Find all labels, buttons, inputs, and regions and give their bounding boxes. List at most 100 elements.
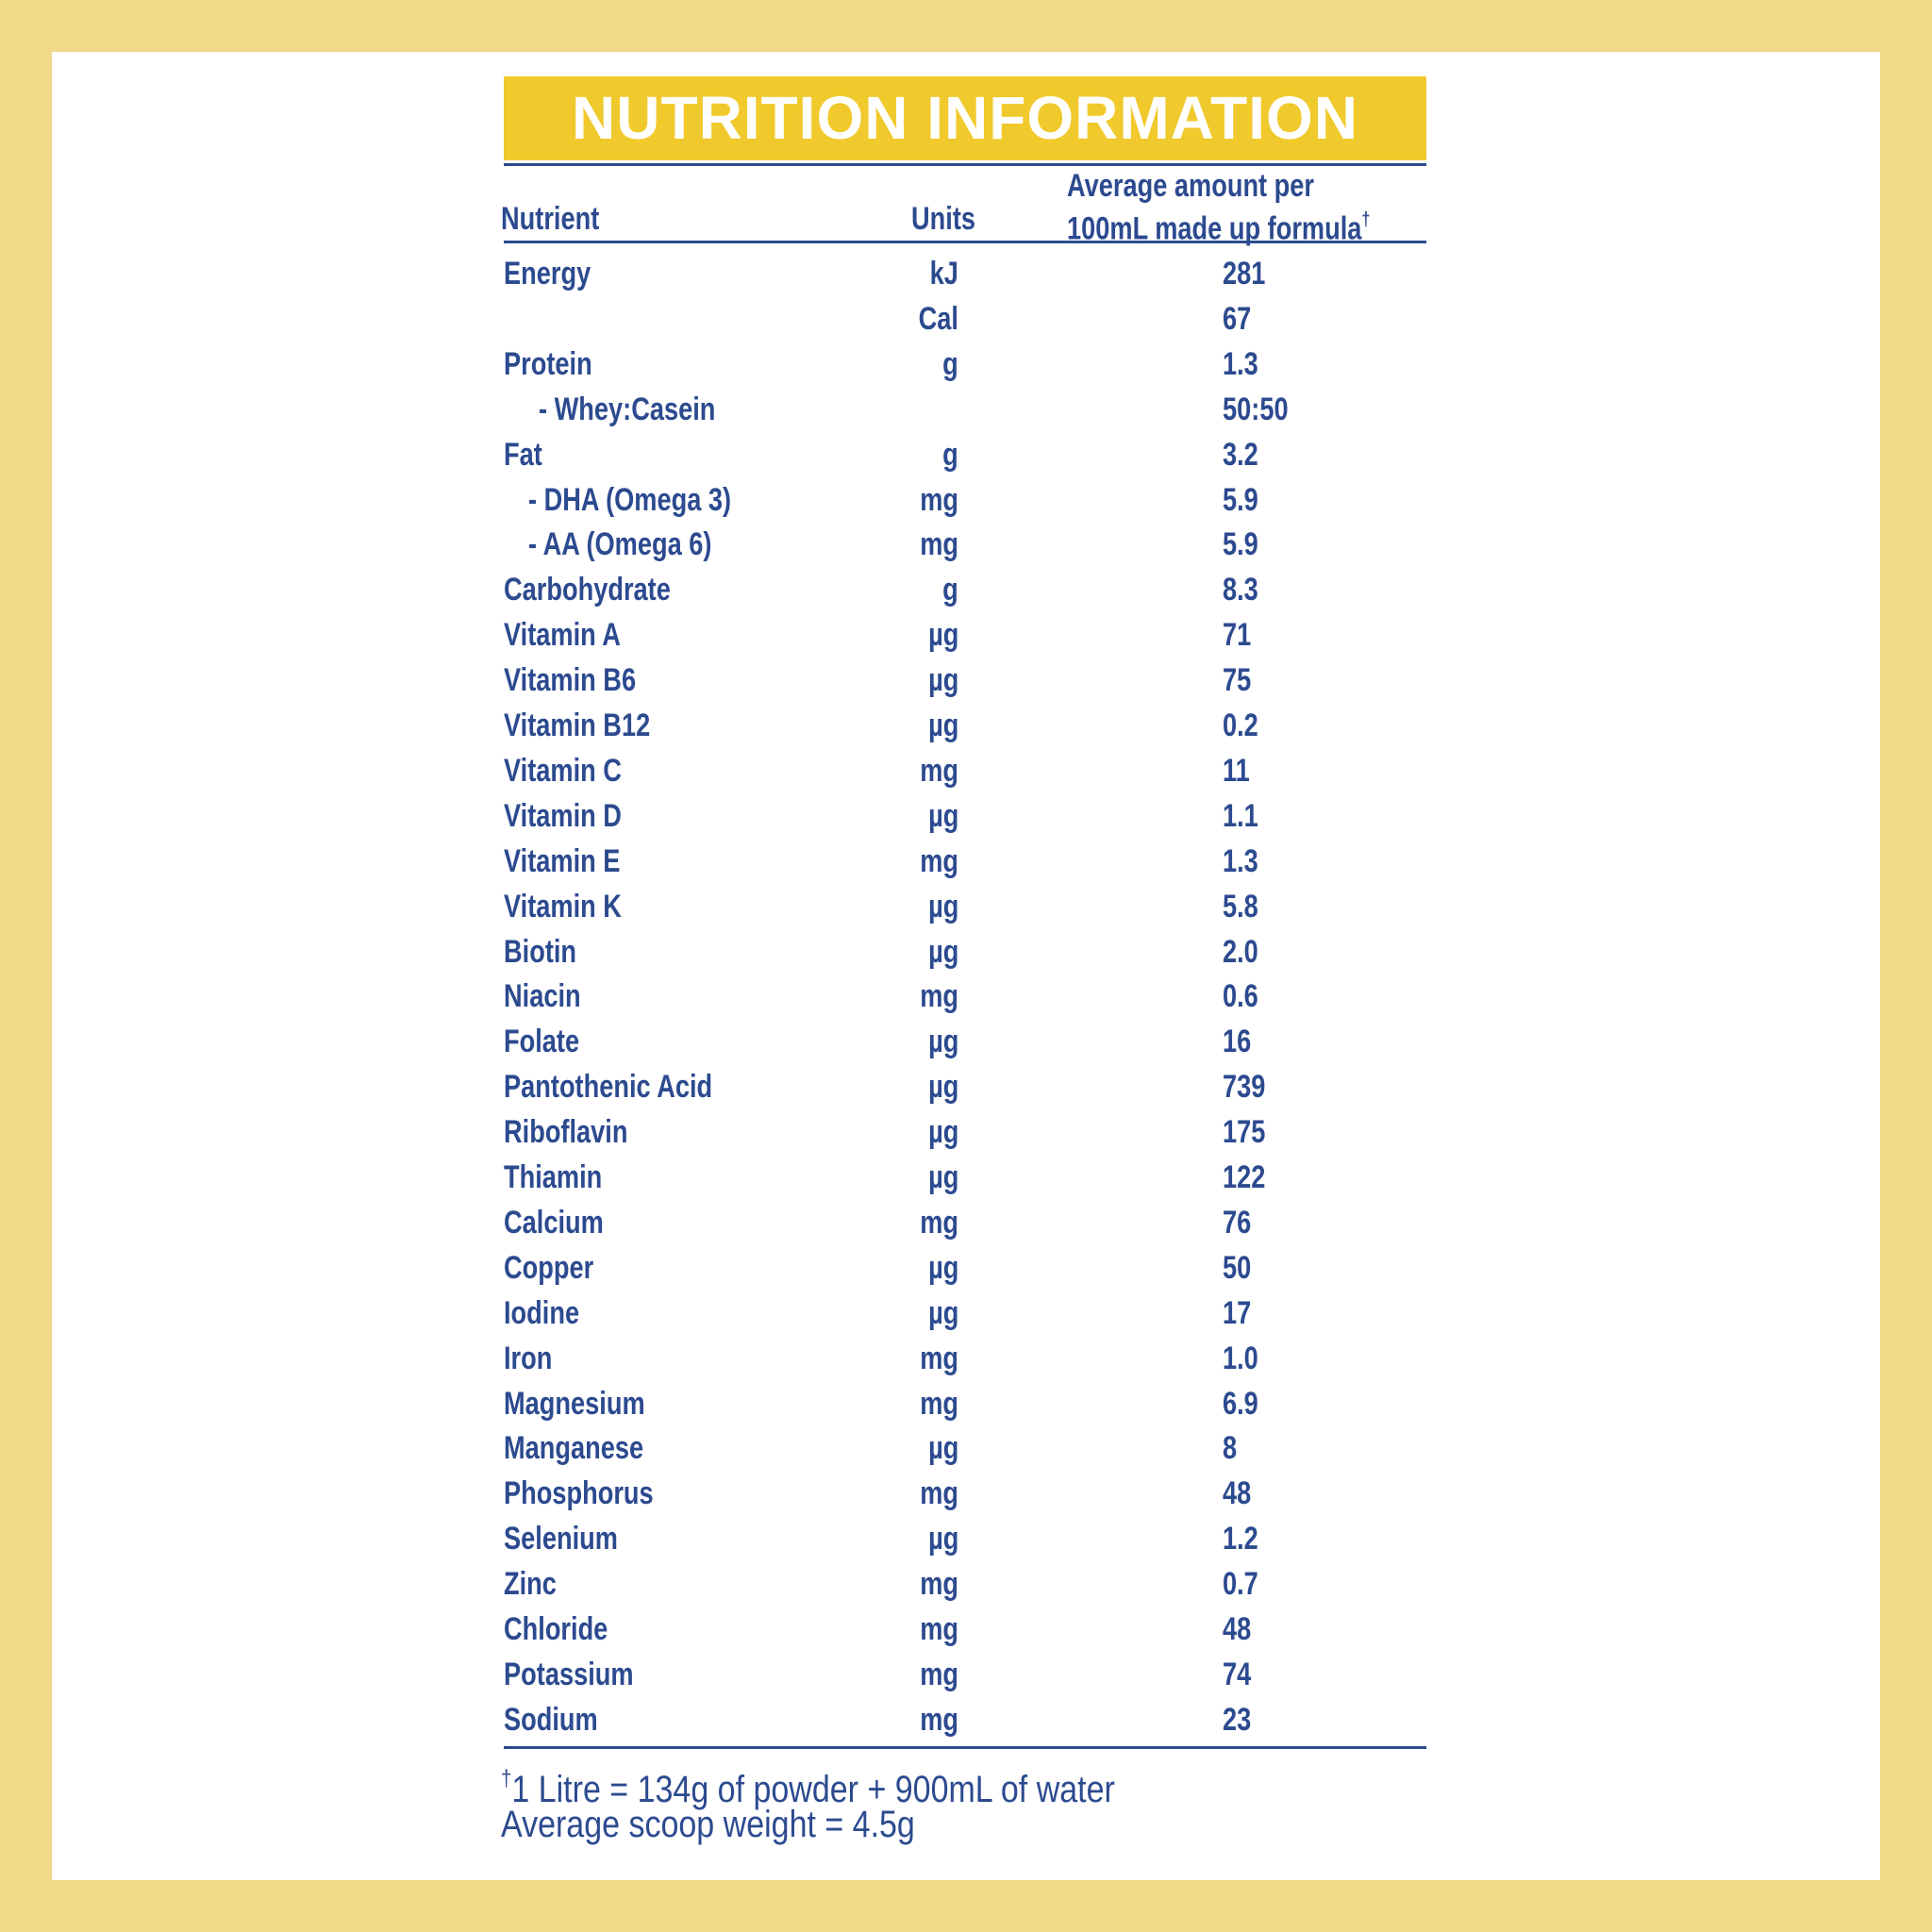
amount: 11: [1223, 752, 1250, 789]
unit: µg: [927, 1430, 958, 1467]
nutrient-name: - Whey:Casein: [539, 391, 716, 427]
amount: 6.9: [1223, 1385, 1258, 1422]
header-amount: Average amount per: [1067, 168, 1314, 204]
title-bar: NUTRITION INFORMATION: [504, 76, 1426, 160]
unit: µg: [927, 617, 958, 654]
header-units: Units: [911, 201, 975, 237]
amount: 50: [1223, 1249, 1252, 1286]
nutrient-name: Vitamin D: [504, 797, 622, 834]
unit: µg: [927, 797, 958, 834]
dagger: †: [1361, 209, 1371, 230]
amount: 3.2: [1223, 436, 1258, 473]
amount: 48: [1223, 1475, 1252, 1512]
unit: mg: [920, 481, 958, 518]
amount: 67: [1223, 300, 1252, 337]
nutrient-name: Potassium: [504, 1656, 634, 1692]
amount: 17: [1223, 1294, 1252, 1331]
title: NUTRITION INFORMATION: [572, 84, 1358, 152]
unit: µg: [927, 1521, 958, 1557]
nutrient-name: Zinc: [504, 1566, 557, 1603]
amount: 1.1: [1223, 797, 1258, 834]
amount: 175: [1223, 1114, 1266, 1151]
nutrient-name: Vitamin A: [504, 617, 621, 654]
nutrient-name: Fat: [504, 436, 542, 473]
unit: g: [942, 572, 958, 608]
unit: µg: [927, 662, 958, 699]
amount: 281: [1223, 256, 1266, 291]
nutrient-name: Pantothenic Acid: [504, 1069, 713, 1106]
unit: µg: [927, 1069, 958, 1106]
unit: mg: [920, 752, 958, 789]
nutrient-name: Selenium: [504, 1521, 618, 1557]
unit: µg: [927, 1024, 958, 1060]
amount: 0.6: [1223, 978, 1258, 1015]
nutrient-name: Manganese: [504, 1430, 644, 1467]
nutrient-name: Thiamin: [504, 1159, 603, 1195]
footnote: Average scoop weight = 4.5g: [501, 1804, 915, 1845]
nutrient-name: Vitamin K: [504, 888, 622, 924]
footnote-line: 1 Litre = 134g of powder + 900mL of wate…: [511, 1768, 1115, 1810]
unit: mg: [920, 1701, 958, 1738]
amount: 122: [1223, 1159, 1266, 1195]
amount: 1.3: [1223, 345, 1258, 382]
unit: g: [942, 345, 958, 382]
nutrient-name: Biotin: [504, 933, 577, 970]
nutrient-name: Vitamin B6: [504, 662, 637, 699]
amount: 75: [1223, 662, 1252, 699]
amount: 8.3: [1223, 572, 1258, 608]
dagger: †: [501, 1766, 512, 1791]
rule: [504, 241, 1426, 243]
nutrient-name: - AA (Omega 6): [528, 526, 712, 563]
amount: 50:50: [1223, 391, 1289, 427]
header-nutrient: Nutrient: [501, 201, 600, 237]
unit: mg: [920, 1385, 958, 1422]
unit: mg: [920, 1611, 958, 1647]
unit: µg: [927, 1114, 958, 1151]
amount: 0.2: [1223, 708, 1258, 743]
rule: [504, 163, 1426, 166]
unit: µg: [927, 933, 958, 970]
unit: µg: [927, 1159, 958, 1195]
amount: 1.0: [1223, 1340, 1258, 1376]
nutrient-name: Vitamin B12: [504, 708, 651, 743]
nutrient-name: Phosphorus: [504, 1475, 654, 1512]
unit: g: [942, 436, 958, 473]
nutrient-name: Calcium: [504, 1204, 604, 1241]
unit: µg: [927, 1249, 958, 1286]
amount: 1.3: [1223, 842, 1258, 879]
unit: µg: [927, 1294, 958, 1331]
nutrient-name: Iron: [504, 1340, 553, 1376]
nutrient-name: Energy: [504, 256, 591, 291]
nutrient-name: Copper: [504, 1249, 594, 1286]
nutrient-name: Sodium: [504, 1701, 598, 1738]
nutrient-name: Vitamin E: [504, 842, 621, 879]
amount: 74: [1223, 1656, 1252, 1692]
unit: mg: [920, 1340, 958, 1376]
unit: mg: [920, 978, 958, 1015]
unit: µg: [927, 888, 958, 924]
amount: 16: [1223, 1024, 1252, 1060]
unit: Cal: [918, 300, 958, 337]
nutrient-name: Protein: [504, 345, 592, 382]
unit: mg: [920, 1656, 958, 1692]
amount: 1.2: [1223, 1521, 1258, 1557]
unit: mg: [920, 842, 958, 879]
header-amount-line: 100mL made up formula: [1067, 210, 1362, 247]
panel: [52, 52, 1880, 1880]
unit: mg: [920, 1566, 958, 1603]
amount: 739: [1223, 1069, 1266, 1106]
amount: 23: [1223, 1701, 1252, 1738]
nutrient-name: - DHA (Omega 3): [528, 481, 732, 518]
amount: 5.9: [1223, 481, 1258, 518]
nutrient-name: Vitamin C: [504, 752, 622, 789]
unit: mg: [920, 1475, 958, 1512]
amount: 5.9: [1223, 526, 1258, 563]
nutrient-name: Iodine: [504, 1294, 580, 1331]
rule: [504, 1746, 1426, 1749]
amount: 2.0: [1223, 933, 1258, 970]
amount: 71: [1223, 617, 1252, 654]
amount: 8: [1223, 1430, 1238, 1467]
amount: 0.7: [1223, 1566, 1258, 1603]
nutrient-name: Chloride: [504, 1611, 608, 1647]
